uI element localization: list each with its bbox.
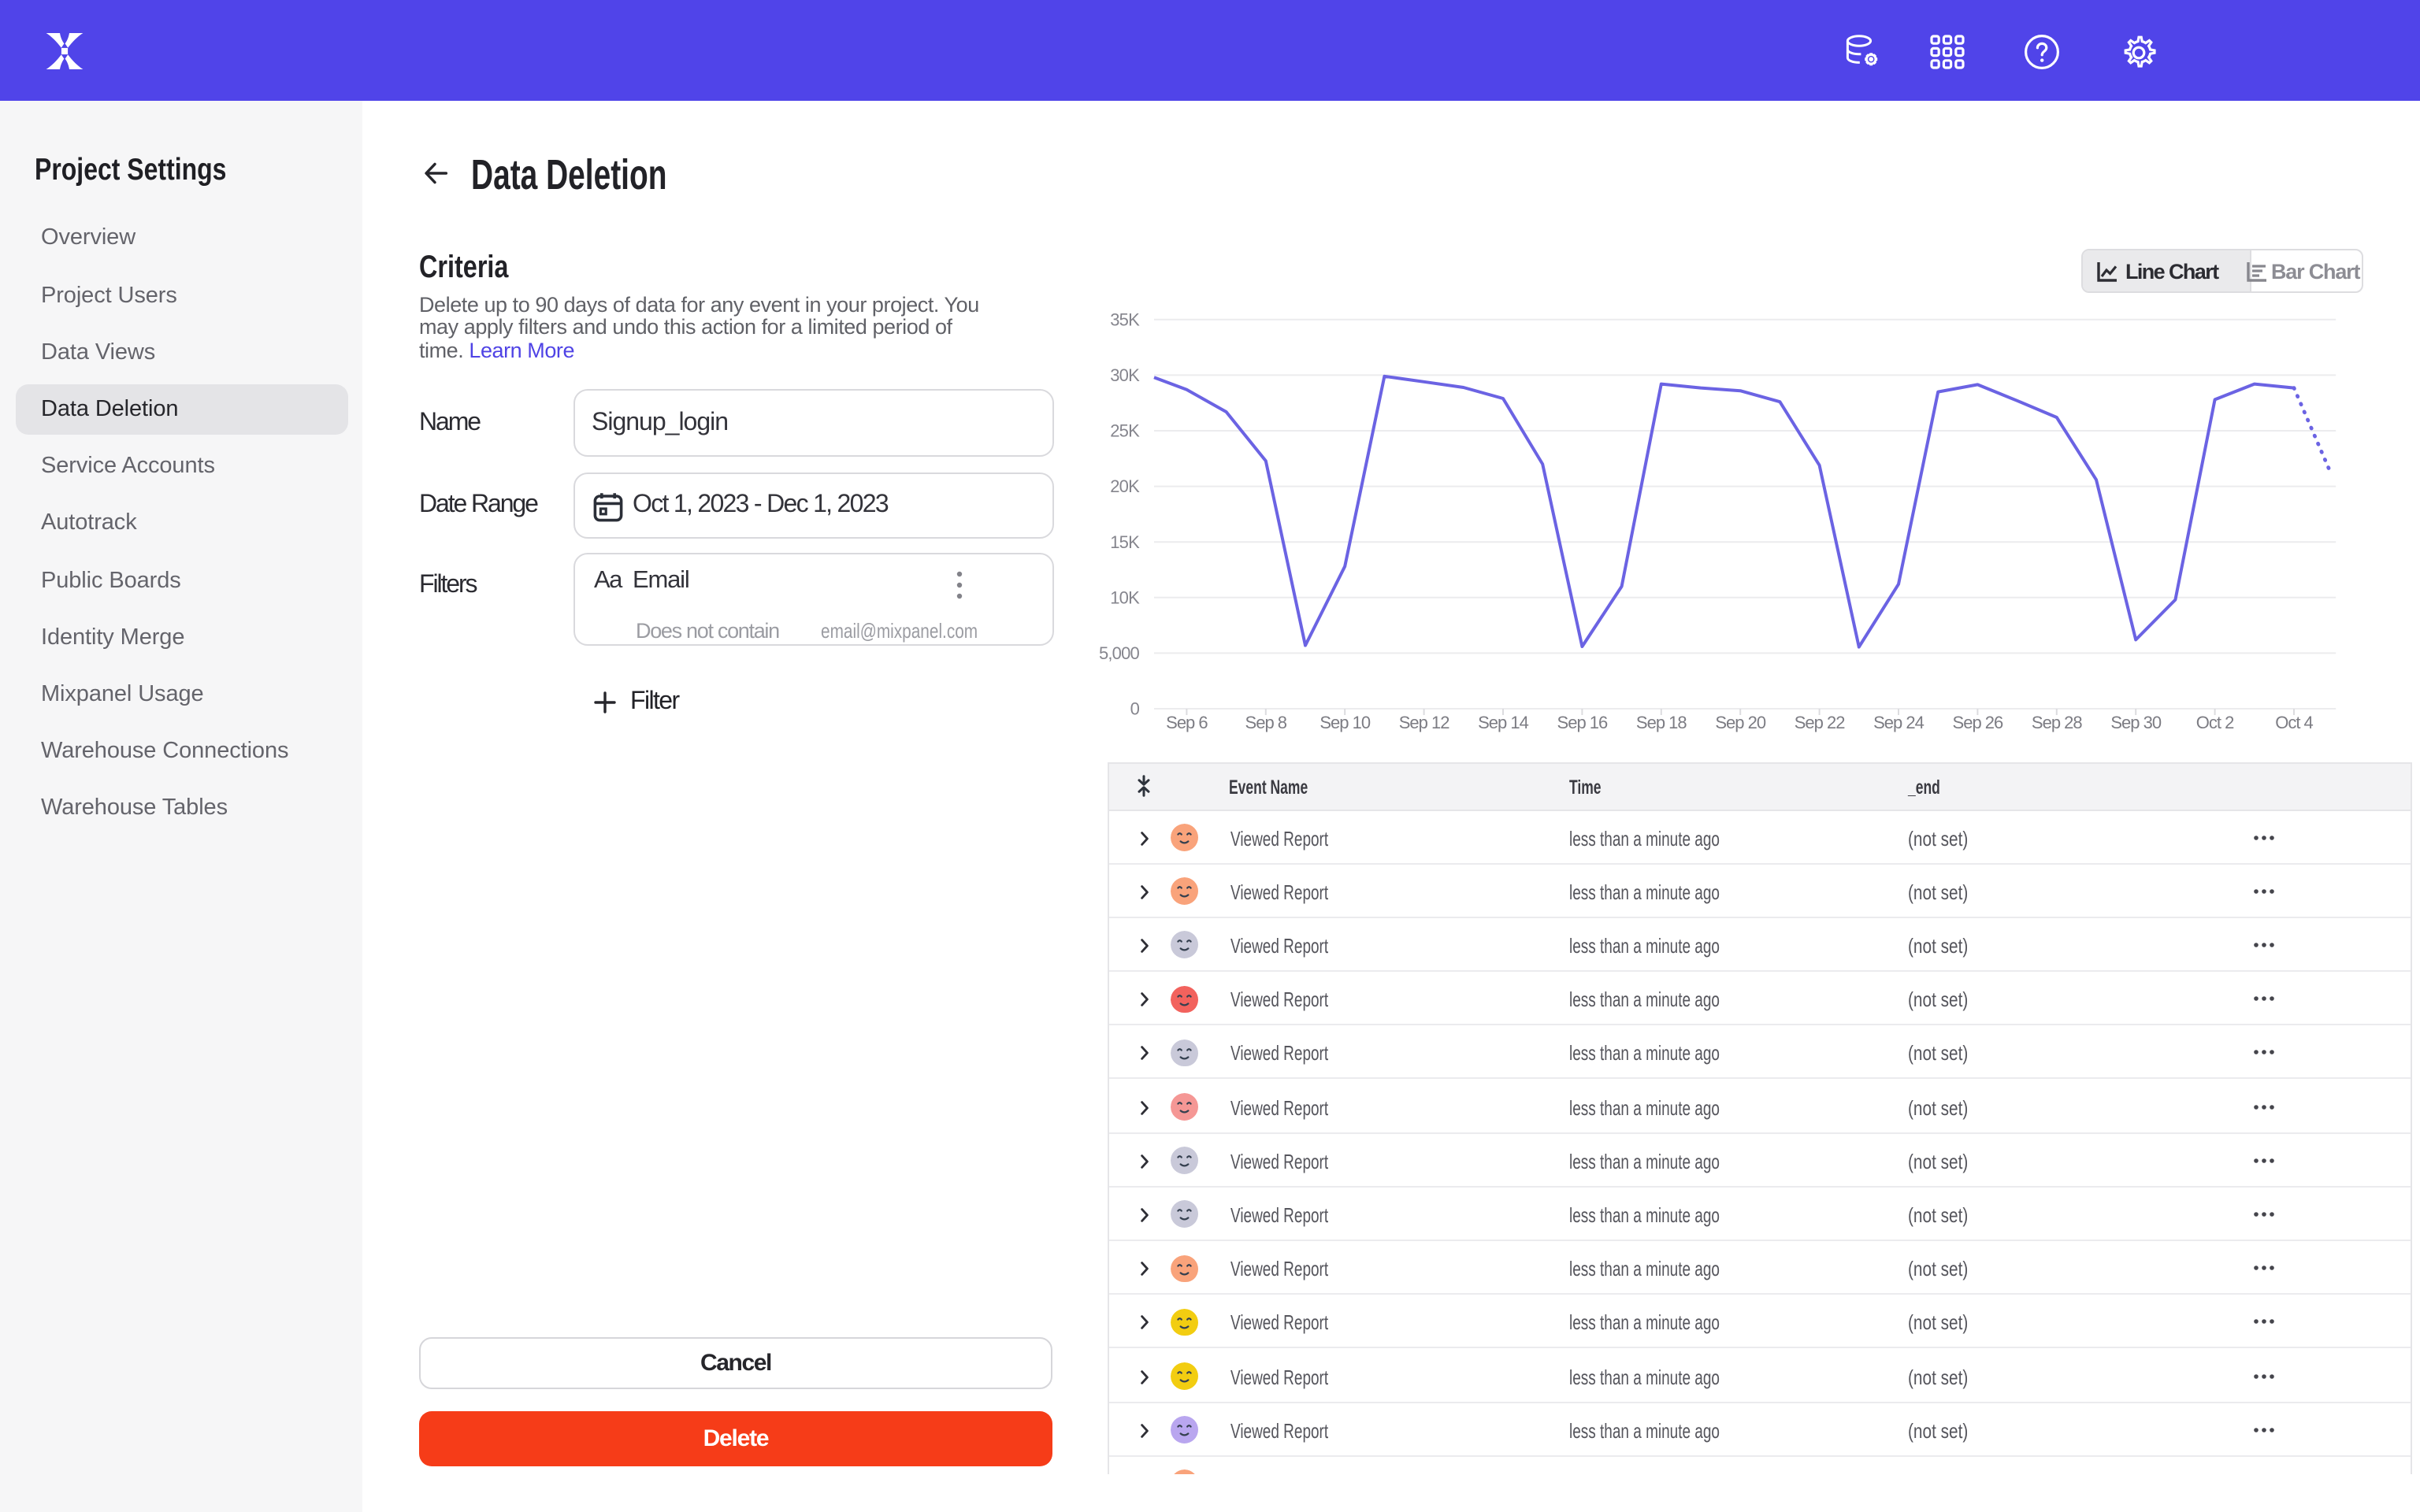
svg-text:Sep 12: Sep 12 — [1399, 713, 1449, 732]
svg-text:20K: 20K — [1110, 476, 1140, 496]
svg-text:Sep 28: Sep 28 — [2032, 713, 2082, 732]
svg-text:35K: 35K — [1110, 309, 1140, 329]
svg-text:Sep 18: Sep 18 — [1636, 713, 1687, 732]
svg-text:Sep 10: Sep 10 — [1319, 713, 1370, 732]
svg-text:Sep 8: Sep 8 — [1245, 713, 1287, 732]
svg-text:Sep 16: Sep 16 — [1557, 713, 1608, 732]
svg-text:Sep 30: Sep 30 — [2110, 713, 2161, 732]
svg-text:Oct 4: Oct 4 — [2275, 713, 2313, 732]
svg-text:30K: 30K — [1110, 365, 1140, 385]
svg-text:15K: 15K — [1110, 532, 1140, 552]
svg-text:10K: 10K — [1110, 587, 1140, 607]
svg-text:Sep 24: Sep 24 — [1873, 713, 1924, 732]
svg-text:0: 0 — [1130, 699, 1140, 719]
svg-text:Sep 26: Sep 26 — [1953, 713, 2003, 732]
svg-text:25K: 25K — [1110, 421, 1140, 441]
svg-text:Sep 14: Sep 14 — [1478, 713, 1528, 732]
svg-text:Oct 2: Oct 2 — [2196, 713, 2234, 732]
svg-text:Sep 22: Sep 22 — [1795, 713, 1845, 732]
svg-text:Sep 6: Sep 6 — [1166, 713, 1208, 732]
svg-text:Sep 20: Sep 20 — [1715, 713, 1765, 732]
svg-text:5,000: 5,000 — [1099, 643, 1140, 663]
